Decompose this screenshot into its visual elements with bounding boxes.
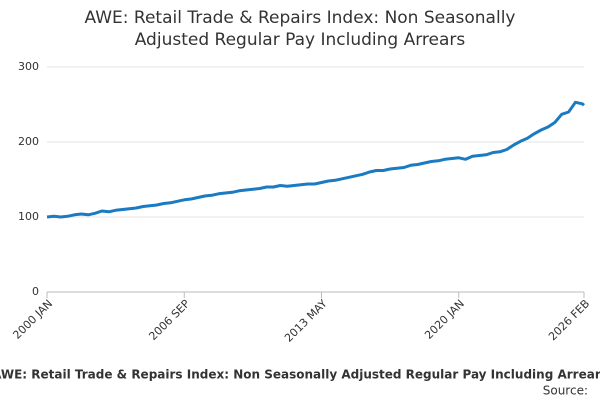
y-tick-label: 200 (18, 135, 39, 148)
x-tick-label: 2013 MAY (282, 297, 330, 345)
x-tick-label: 2000 JAN (10, 297, 55, 342)
y-tick-label: 0 (32, 285, 39, 298)
x-tick-label: 2026 FEB (546, 297, 592, 343)
x-tick-label: 2006 SEP (146, 297, 192, 343)
caption: AWE: Retail Trade & Repairs Index: Non S… (0, 368, 600, 382)
line-series (46, 100, 585, 219)
y-tick-label: 100 (18, 210, 39, 223)
chart-title: AWE: Retail Trade & Repairs Index: Non S… (85, 8, 516, 50)
source: Source: (543, 384, 588, 398)
x-tick-label: 2020 JAN (422, 297, 467, 342)
y-tick-label: 300 (18, 60, 39, 73)
